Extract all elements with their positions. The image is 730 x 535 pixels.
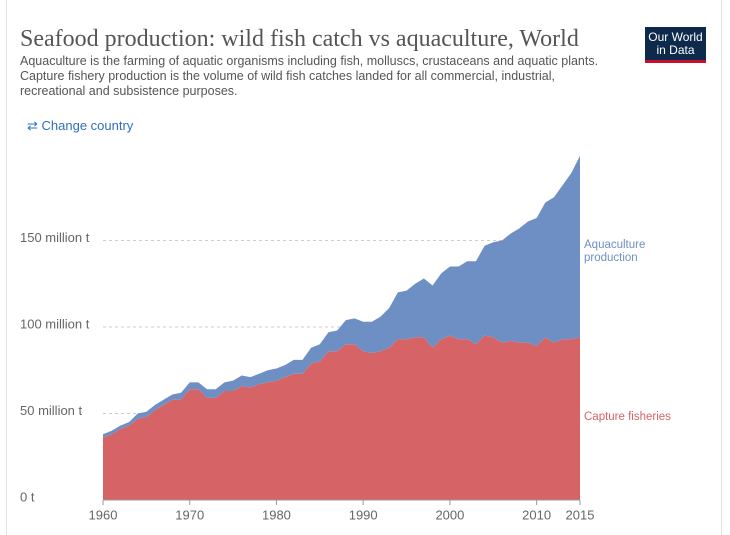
chart-title: Seafood production: wild fish catch vs a… (20, 26, 579, 52)
area (103, 155, 580, 438)
x-tick-label: 2015 (566, 507, 595, 522)
series-label: Aquaculture production (584, 238, 646, 264)
x-tick-label: 1960 (89, 507, 118, 522)
x-tick-label: 1970 (175, 507, 204, 522)
y-tick-label: 100 million t (20, 316, 90, 331)
series-label: Capture fisheries (584, 410, 671, 423)
y-tick-label: 150 million t (20, 230, 90, 245)
card (6, 0, 722, 535)
y-tick-label: 50 million t (20, 403, 83, 418)
chart-subtitle: Aquaculture is the farming of aquatic or… (20, 54, 599, 98)
swap-icon: ⇄ (27, 118, 42, 133)
change-country-label[interactable]: Change country (41, 118, 134, 133)
y-tick-label: 0 t (20, 489, 35, 504)
x-tick-label: 1990 (349, 507, 378, 522)
x-tick-label: 1980 (262, 507, 291, 522)
area (103, 335, 580, 500)
x-tick-label: 2000 (435, 507, 464, 522)
logo[interactable]: Our World in Data (645, 27, 706, 63)
x-tick-label: 2010 (522, 507, 551, 522)
change-country-button[interactable]: ⇄ Change country (27, 118, 133, 134)
